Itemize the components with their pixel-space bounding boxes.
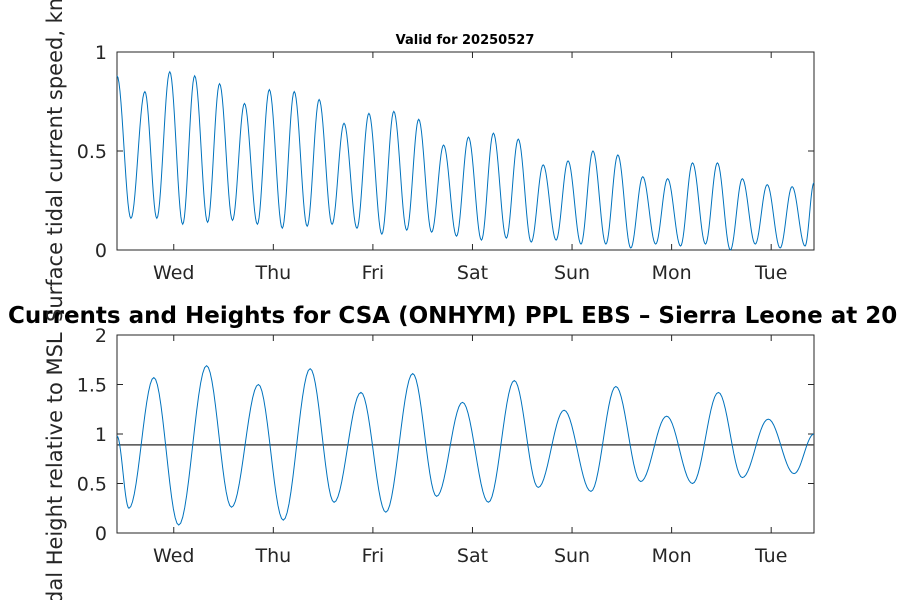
tidal-height-x-ticks: Wed Thu Fri Sat Sun Mon Tue — [153, 335, 787, 567]
tidal-height-x-tick-label: Sat — [457, 545, 488, 567]
current-speed-x-tick-label: Fri — [362, 262, 385, 284]
current-speed-title: Valid for 20250527 — [396, 33, 535, 48]
tidal-height-series-line — [116, 364, 815, 526]
current-speed-y-tick-label: 0.5 — [77, 141, 107, 163]
tidal-height-y-tick-label: 0 — [95, 523, 107, 545]
current-speed-series-line — [116, 70, 815, 251]
current-speed-y-tick-label: 0 — [95, 240, 107, 262]
tidal-height-y-ticks: 0 0.5 1 1.5 2 — [77, 325, 814, 545]
tidal-height-x-tick-label: Fri — [362, 545, 385, 567]
tidal-height-y-tick-label: 0.5 — [77, 474, 107, 496]
current-speed-x-tick-label: Thu — [254, 262, 291, 284]
current-speed-x-tick-label: Wed — [153, 262, 194, 284]
current-speed-x-ticks: Wed Thu Fri Sat Sun Mon Tue — [153, 52, 787, 284]
current-speed-y-tick-label: 1 — [95, 42, 107, 64]
tidal-height-y-tick-label: 2 — [95, 325, 107, 347]
current-speed-x-tick-label: Sun — [554, 262, 590, 284]
tidal-height-panel: 0 0.5 1 1.5 2 Wed Thu Fri Sat Sun Mon Tue — [77, 325, 815, 567]
current-speed-x-tick-label: Sat — [457, 262, 488, 284]
tidal-height-x-tick-label: Thu — [254, 545, 291, 567]
current-speed-panel: 00.51 Wed Thu Fri Sat Sun Mon Tue Valid for 20… — [77, 33, 815, 284]
tidal-height-x-tick-label: Mon — [652, 545, 692, 567]
tidal-height-y-tick-label: 1.5 — [77, 375, 107, 397]
current-speed-y-axis-label: Surface tidal current speed, knots — [43, 0, 67, 322]
current-speed-x-tick-label: Tue — [754, 262, 787, 284]
tidal-height-plot-area — [116, 334, 815, 534]
tidal-height-y-tick-label: 1 — [95, 424, 107, 446]
tidal-height-x-tick-label: Sun — [554, 545, 590, 567]
tidal-height-x-tick-label: Wed — [153, 545, 194, 567]
tidal-height-y-axis-label: Tidal Height relative to MSL — [43, 332, 67, 600]
current-speed-x-tick-label: Mon — [652, 262, 692, 284]
main-chart-title: Currents and Heights for CSA (ONHYM) PPL… — [8, 303, 897, 329]
current-speed-y-ticks: 00.51 — [77, 42, 814, 262]
tidal-height-x-tick-label: Tue — [754, 545, 787, 567]
